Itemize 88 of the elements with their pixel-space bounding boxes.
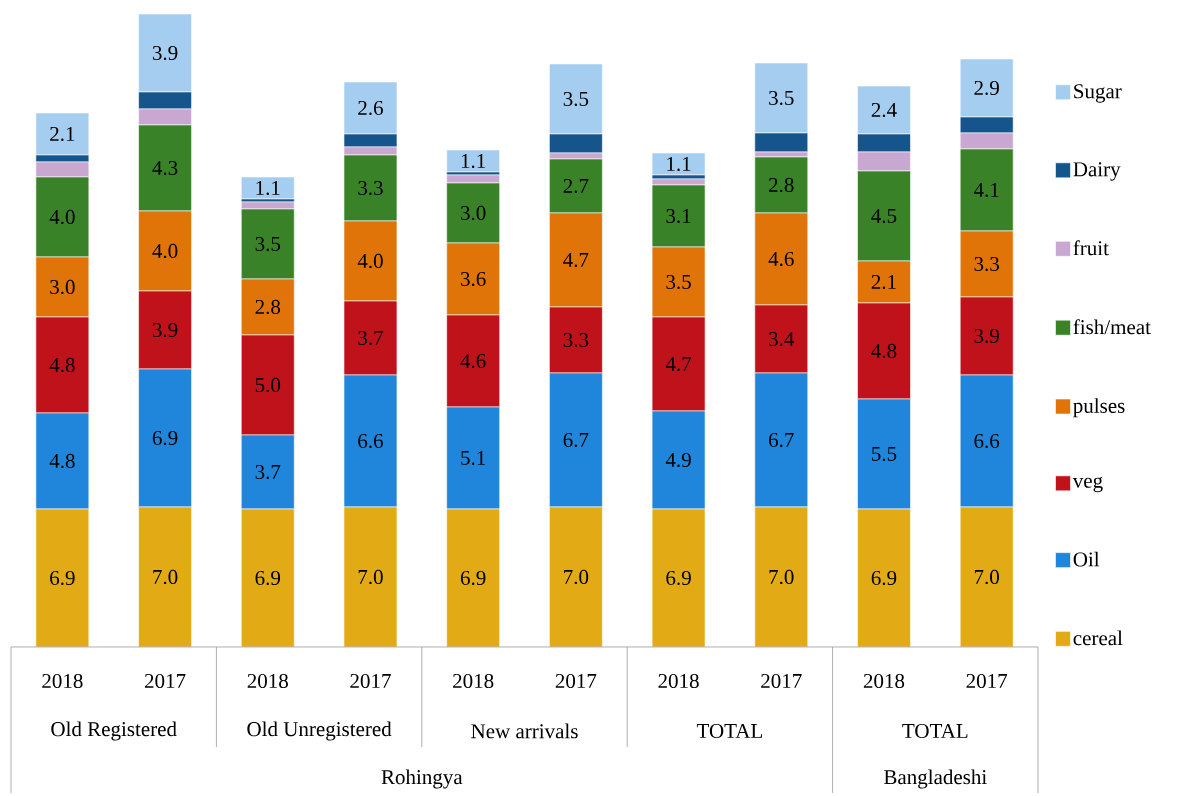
data-label: 4.8 <box>49 358 75 373</box>
text: TOTAL <box>696 724 763 739</box>
data-label: 4.6 <box>460 354 486 369</box>
data-label: 1.1 <box>461 154 486 169</box>
data-label: 3.3 <box>974 257 999 272</box>
data-label: 2.6 <box>358 101 383 116</box>
data-label: 2.9 <box>974 81 999 96</box>
legend-label: veg <box>1072 477 1103 493</box>
x-tick-label: 2017 <box>966 674 1008 689</box>
legend-label: Dairy <box>1073 162 1121 181</box>
data-label: 6.9 <box>871 571 897 586</box>
data-label: 1.1 <box>256 181 280 196</box>
data-label: 5.1 <box>461 451 486 466</box>
data-label: 7.0 <box>153 570 178 585</box>
data-label: 3.9 <box>974 329 999 344</box>
data-label: 4.7 <box>563 253 589 268</box>
legend-label: Oil <box>1073 552 1100 567</box>
data-label: 6.6 <box>974 434 1000 449</box>
text: Old Unregistered <box>247 721 392 741</box>
data-label: 3.0 <box>461 206 486 221</box>
legend-label: pulses <box>1073 398 1125 418</box>
data-label: 3.7 <box>255 465 281 480</box>
x-tick-label: 2017 <box>144 674 186 689</box>
data-label: 4.3 <box>152 161 178 176</box>
x-tick-label: 2017 <box>761 674 802 689</box>
text: New arrivals <box>471 723 578 739</box>
data-label: 6.9 <box>152 431 178 446</box>
data-label: 4.6 <box>768 252 794 267</box>
data-label: 7.0 <box>974 570 999 585</box>
data-label: 6.9 <box>255 571 281 586</box>
text: TOTAL <box>902 724 968 739</box>
data-label: 3.9 <box>152 46 178 61</box>
x-tick-label: 2018 <box>863 674 905 689</box>
data-label: 6.9 <box>460 571 486 586</box>
data-label: 2.1 <box>871 275 896 290</box>
text: Old Registered <box>51 721 177 741</box>
data-label: 4.0 <box>357 254 383 269</box>
data-label: 3.1 <box>666 209 691 224</box>
x-tick-label: 2018 <box>453 674 494 689</box>
data-label: 4.1 <box>973 183 999 198</box>
data-label: 1.1 <box>667 157 691 172</box>
data-label: 2.8 <box>769 178 794 193</box>
bar <box>446 149 500 173</box>
data-label: 3.6 <box>461 272 486 287</box>
data-label: 3.3 <box>358 181 383 196</box>
data-label: 3.5 <box>666 275 691 290</box>
data-label: 3.0 <box>50 280 75 295</box>
data-label: 6.7 <box>769 433 794 448</box>
data-label: 4.9 <box>665 453 691 468</box>
x-tick-label: 2018 <box>658 674 699 689</box>
data-label: 6.9 <box>666 571 691 586</box>
data-label: 6.6 <box>358 434 383 449</box>
x-tick-label: 2018 <box>42 674 83 689</box>
legend-label: fruit <box>1073 240 1109 256</box>
data-label: 2.7 <box>563 179 589 194</box>
data-label: 7.0 <box>358 570 383 585</box>
data-label: 3.9 <box>152 323 178 338</box>
data-label: 6.9 <box>50 571 75 586</box>
data-label: 3.4 <box>769 332 795 347</box>
data-label: 3.3 <box>563 333 589 348</box>
x-tick-label: 2018 <box>247 674 288 689</box>
data-label: 7.0 <box>564 570 589 585</box>
data-label: 6.7 <box>563 433 589 448</box>
data-label: 2.4 <box>871 103 897 118</box>
data-label: 4.8 <box>49 454 75 469</box>
data-label: 3.7 <box>358 331 383 346</box>
data-label: 3.5 <box>255 237 281 252</box>
text: Bangladeshi <box>884 769 987 789</box>
data-label: 3.5 <box>563 92 589 107</box>
legend-label: cereal <box>1073 630 1123 646</box>
data-label: 4.0 <box>152 244 178 259</box>
bar <box>240 176 295 200</box>
x-tick-label: 2017 <box>350 674 391 689</box>
legend-label: fish/meat <box>1073 319 1151 335</box>
text: Rohingya <box>381 769 463 789</box>
data-label: 3.5 <box>769 91 794 106</box>
data-label: 5.0 <box>255 378 281 393</box>
x-tick-label: 2017 <box>555 674 597 689</box>
legend-label: Sugar <box>1074 84 1122 103</box>
data-label: 4.8 <box>871 344 897 359</box>
bar <box>651 152 706 176</box>
data-label: 5.5 <box>872 447 897 462</box>
data-label: 4.5 <box>871 209 897 224</box>
data-label: 2.8 <box>255 300 281 315</box>
data-label: 4.7 <box>665 357 692 372</box>
data-label: 7.0 <box>769 570 794 585</box>
data-label: 4.0 <box>49 210 75 225</box>
data-label: 2.1 <box>50 127 75 142</box>
